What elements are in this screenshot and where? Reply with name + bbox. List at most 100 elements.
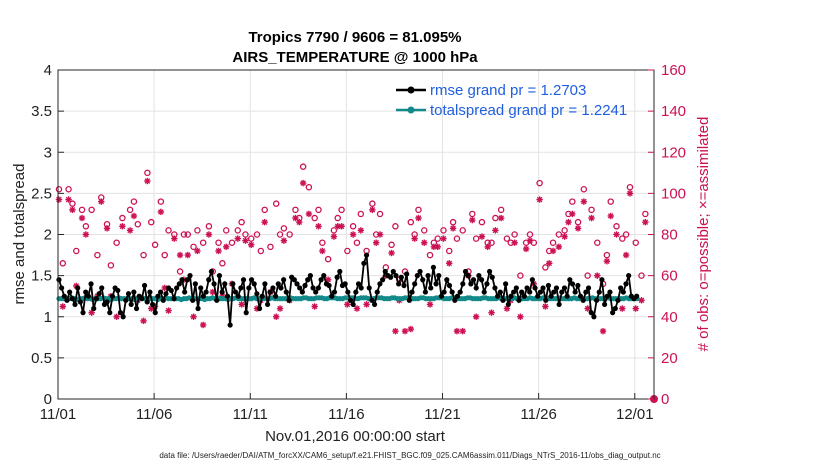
rmse-point [278,285,284,291]
rmse-point [72,301,78,308]
obs-possible-marker [190,243,197,251]
rmse-point [513,285,519,291]
obs-assimilated-marker [126,227,134,234]
obs-assimilated-marker [161,284,168,292]
rmse-point [152,310,158,316]
obs-possible-marker [459,227,466,234]
rmse-point [382,268,388,275]
rmse-point [580,297,586,303]
obs-assimilated-marker [453,327,461,335]
rmse-point [543,297,549,303]
rmse-point [77,299,83,305]
rmse-point [486,268,493,275]
obs-assimilated-marker [238,301,245,308]
rmse-point [131,289,137,295]
obs-assimilated-marker [632,305,639,312]
rmse-point [441,289,447,295]
obs-possible-marker [69,200,76,207]
obs-possible-marker [234,227,242,234]
obs-possible-marker [219,260,226,267]
rmse-point [329,293,335,299]
obs-assimilated-marker [392,327,399,335]
rmse-point [281,277,287,283]
rmse-point [577,293,584,299]
obs-possible-marker [180,231,188,238]
rmse-point [425,273,431,279]
rmse-point [374,289,380,295]
obs-assimilated-marker [536,196,543,203]
obs-assimilated-marker [546,260,553,267]
obs-possible-marker [78,206,86,214]
obs-assimilated-marker [517,313,524,320]
rmse-point [307,273,313,279]
rmse-point [377,281,383,287]
obs-assimilated-marker [426,301,434,308]
rmse-point [291,277,297,283]
obs-possible-marker [407,218,415,226]
obs-assimilated-marker [190,313,197,320]
rmse-point [430,264,437,270]
obs-assimilated-marker [65,196,72,203]
y-right-tick-label: 60 [661,268,678,285]
rmse-point [540,285,546,291]
rmse-point [564,293,570,299]
rmse-point [516,297,522,303]
obs-possible-marker [549,239,557,246]
rmse-point [626,273,632,279]
obs-possible-marker [415,206,422,214]
rmse-point [200,293,206,299]
rmse-point [345,289,351,295]
legend-spread-label: totalspread grand pr = 1.2241 [430,102,627,119]
obs-assimilated-marker [113,313,120,320]
rmse-point [264,301,271,308]
obs-possible-marker [503,235,511,242]
y-left-tick-label: 1 [44,309,52,326]
rmse-point [401,282,407,289]
obs-possible-marker [55,186,63,193]
rmse-point [259,293,265,299]
obs-assimilated-marker [305,210,313,218]
rmse-point [283,289,289,295]
obs-layer [55,163,658,403]
obs-assimilated-marker [140,317,147,325]
rmse-series [56,252,640,328]
rmse-point [422,289,428,295]
obs-assimilated-marker [78,214,86,222]
obs-possible-marker [253,231,261,238]
rmse-point [484,281,490,287]
obs-possible-marker [369,200,376,207]
obs-assimilated-marker [315,223,322,230]
obs-assimilated-marker [522,245,530,253]
obs-possible-marker [357,210,365,218]
obs-assimilated-marker [55,196,63,203]
obs-possible-marker [622,231,630,238]
obs-assimilated-marker [319,247,326,255]
obs-possible-marker [130,198,138,205]
rmse-point [318,277,324,283]
rmse-point [593,297,600,303]
rmse-point [128,301,134,308]
obs-possible-marker [286,231,293,238]
obs-possible-marker [613,223,620,230]
obs-possible-marker [536,179,543,187]
obs-possible-marker [311,214,318,222]
obs-possible-marker [319,239,326,246]
obs-assimilated-marker [603,258,611,265]
rmse-point [420,277,426,283]
rmse-point [61,293,67,299]
rmse-point [468,281,474,287]
rmse-point [500,297,506,303]
obs-possible-marker [119,214,126,222]
rmse-point [273,293,279,299]
obs-assimilated-marker [599,327,607,335]
obs-assimilated-marker [130,212,138,220]
obs-assimilated-marker [440,235,447,242]
rmse-point [67,289,73,295]
obs-assimilated-marker [580,198,588,205]
rmse-point [248,277,255,283]
obs-possible-marker [619,235,626,242]
y-right-tick-label: 160 [661,62,686,79]
rmse-point [115,287,121,294]
rmse-point [350,301,356,308]
obs-assimilated-marker [574,225,582,232]
